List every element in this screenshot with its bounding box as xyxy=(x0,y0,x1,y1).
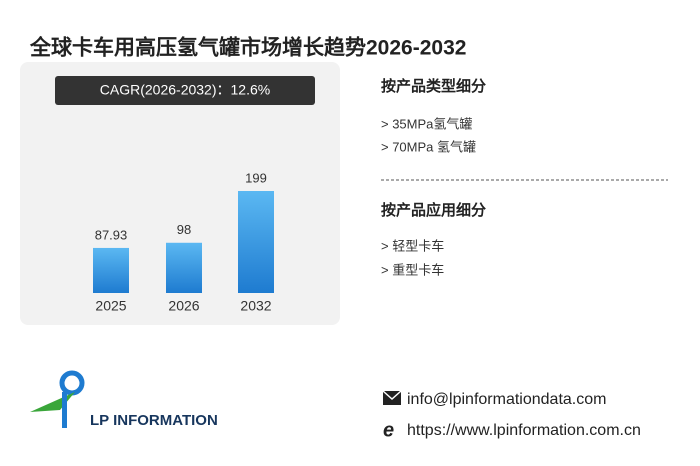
segment-heading: 按产品应用细分 xyxy=(381,201,486,219)
value-label: 199 xyxy=(245,170,267,185)
logo-wing xyxy=(30,392,75,412)
logo-text: LP INFORMATION xyxy=(90,412,218,429)
segment-item: > 轻型卡车 xyxy=(381,238,444,253)
segment-item: > 70MPa 氢气罐 xyxy=(381,139,476,154)
value-label: 87.93 xyxy=(95,227,128,242)
email-icon-flap xyxy=(382,390,402,401)
x-tick-label: 2032 xyxy=(240,298,271,314)
cagr-label: CAGR(2026-2032)：12.6% xyxy=(100,82,270,98)
web-icon: e xyxy=(383,419,394,441)
segment-item: > 35MPa氢气罐 xyxy=(381,116,472,131)
title: 全球卡车用高压氢气罐市场增长趋势2026-2032 xyxy=(29,36,466,60)
bar-group: 87.93 2025 98 2026 199 2032 xyxy=(93,170,274,314)
bar xyxy=(166,242,202,293)
cagr-box xyxy=(55,76,315,105)
logo: LP INFORMATION xyxy=(30,370,218,429)
segment-item: > 重型卡车 xyxy=(381,262,444,277)
bar xyxy=(238,191,274,293)
x-tick-label: 2025 xyxy=(95,298,126,314)
website: https://www.lpinformation.com.cn xyxy=(407,422,641,439)
bar xyxy=(93,247,129,293)
email: info@lpinformationdata.com xyxy=(407,391,606,408)
logo-bar xyxy=(62,392,67,428)
segment-heading: 按产品类型细分 xyxy=(381,77,486,95)
logo-ring xyxy=(59,370,85,396)
x-tick-label: 2026 xyxy=(168,298,199,314)
value-label: 98 xyxy=(177,222,191,237)
